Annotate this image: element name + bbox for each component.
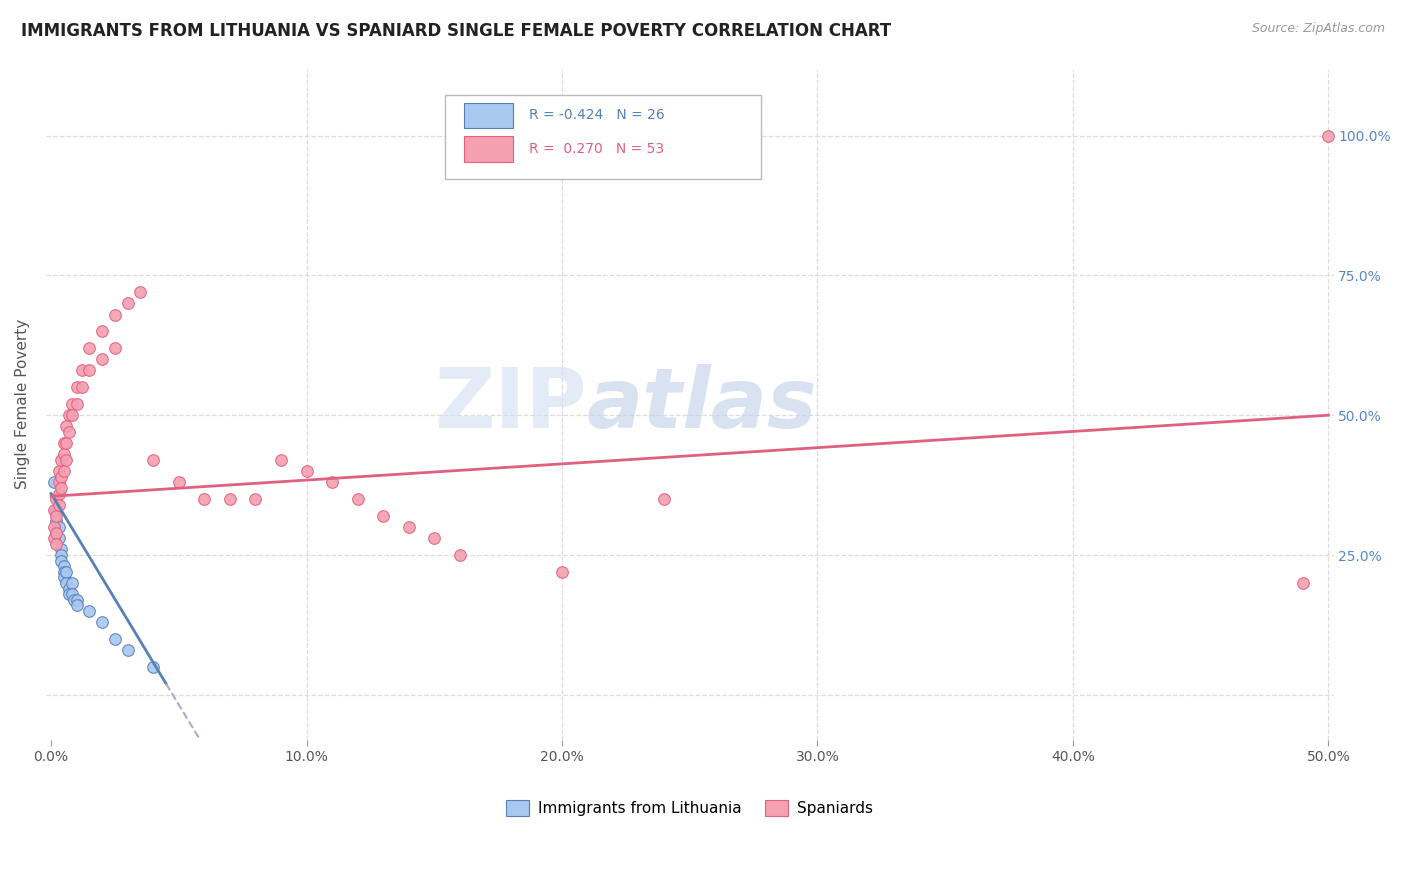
Point [58,408,80,422]
Point [45,525,67,540]
Point [295,464,318,478]
Point [66,592,89,607]
Point [449,548,471,562]
Point [51,481,73,495]
Point [45,508,67,523]
Point [104,632,127,646]
Point [51,548,73,562]
Point [117,643,139,657]
Point [52,570,75,584]
Point [104,308,127,322]
Point [52,436,75,450]
Text: Source: ZipAtlas.com: Source: ZipAtlas.com [1251,22,1385,36]
Point [79,341,101,355]
Text: IMMIGRANTS FROM LITHUANIA VS SPANIARD SINGLE FEMALE POVERTY CORRELATION CHART: IMMIGRANTS FROM LITHUANIA VS SPANIARD SI… [21,22,891,40]
Point [48,498,70,512]
Point [91,324,114,338]
Point [52,559,75,574]
Point [48,520,70,534]
Point [42,520,65,534]
Point [45,503,67,517]
Point [167,475,190,490]
Point [48,531,70,545]
Legend: Immigrants from Lithuania, Spaniards: Immigrants from Lithuania, Spaniards [501,794,879,822]
Point [270,453,292,467]
Point [91,615,114,629]
Point [245,492,267,507]
FancyBboxPatch shape [446,95,761,179]
Point [79,604,101,618]
Point [91,352,114,367]
Point [652,492,675,507]
Point [48,486,70,500]
Text: ZIP: ZIP [434,364,586,444]
Point [51,553,73,567]
Point [129,285,152,300]
Point [219,492,242,507]
Point [45,525,67,540]
Point [423,531,446,545]
Point [48,464,70,478]
Point [60,408,83,422]
Point [52,565,75,579]
Point [52,464,75,478]
Point [52,447,75,461]
Point [321,475,343,490]
Point [45,492,67,507]
Point [193,492,215,507]
Point [1317,128,1340,143]
Point [117,296,139,310]
Point [58,582,80,596]
Point [55,436,77,450]
Point [398,520,420,534]
Point [51,453,73,467]
Point [66,397,89,411]
Point [551,565,574,579]
Point [373,508,395,523]
Point [55,576,77,591]
FancyBboxPatch shape [464,136,513,161]
Point [142,660,165,674]
Point [1292,576,1315,591]
Point [51,469,73,483]
Point [58,587,80,601]
Point [60,576,83,591]
Point [55,565,77,579]
Point [66,599,89,613]
Point [45,537,67,551]
Point [58,425,80,439]
FancyBboxPatch shape [464,103,513,128]
Y-axis label: Single Female Poverty: Single Female Poverty [15,319,30,489]
Point [60,397,83,411]
Point [48,475,70,490]
Point [45,515,67,529]
Point [346,492,368,507]
Text: atlas: atlas [586,364,817,444]
Point [104,341,127,355]
Point [79,363,101,377]
Point [63,592,86,607]
Point [66,380,89,394]
Point [51,542,73,557]
Point [55,453,77,467]
Point [55,419,77,434]
Point [70,363,93,377]
Text: R =  0.270   N = 53: R = 0.270 N = 53 [529,142,664,156]
Point [42,475,65,490]
Point [42,503,65,517]
Point [60,587,83,601]
Text: R = -0.424   N = 26: R = -0.424 N = 26 [529,109,665,122]
Point [70,380,93,394]
Point [42,531,65,545]
Point [142,453,165,467]
